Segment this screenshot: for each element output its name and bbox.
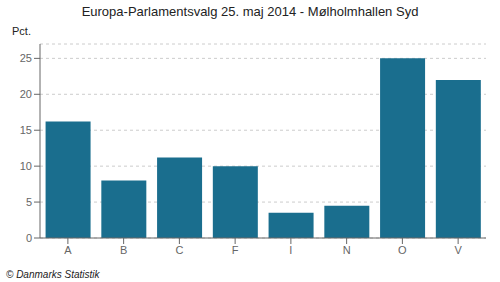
html-text:Europa-Parlamentsvalg 25. maj: Europa-Parlamentsvalg 25. maj 2014 - Møl… [81, 4, 419, 19]
svg-text:0: 0 [26, 232, 32, 244]
svg-text:I: I [289, 244, 292, 256]
svg-text:5: 5 [26, 196, 32, 208]
svg-text:V: V [454, 244, 462, 256]
svg-text:B: B [120, 244, 127, 256]
svg-text:10: 10 [20, 160, 32, 172]
svg-text:N: N [343, 244, 351, 256]
svg-text:O: O [398, 244, 407, 256]
html-text:© Danmarks Statistik: © Danmarks Statistik [6, 269, 100, 280]
svg-text:F: F [232, 244, 239, 256]
svg-text:25: 25 [20, 52, 32, 64]
svg-text:20: 20 [20, 88, 32, 100]
html-text:Pct.: Pct. [12, 25, 31, 37]
svg-text:C: C [175, 244, 183, 256]
svg-text:15: 15 [20, 124, 32, 136]
svg-text:A: A [64, 244, 72, 256]
